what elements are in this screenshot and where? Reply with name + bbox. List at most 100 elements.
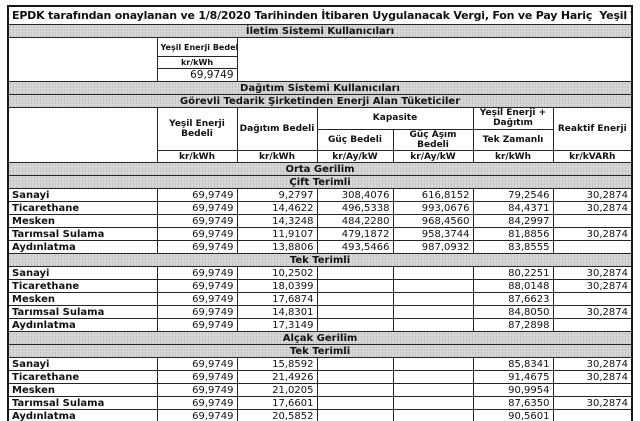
consumer-label: Tarımsal Sulama: [7, 305, 158, 320]
power-excess-value: 616,8152: [392, 188, 474, 203]
power-excess-value: 958,3744: [392, 227, 474, 242]
green-energy-value: 69,9749: [156, 201, 238, 216]
distribution-fee-value: 17,3149: [236, 318, 318, 333]
consumer-label: Sanayi: [7, 188, 158, 203]
reactive-value: 30,2874: [552, 227, 633, 242]
single-time-value: 84,4371: [472, 201, 554, 216]
distribution-fee-value: 14,8301: [236, 305, 318, 320]
reactive-value: [552, 214, 633, 229]
power-fee-value: [316, 409, 394, 421]
transmission-right-spacer: [236, 37, 633, 82]
band-tek-terimli-og-label: Tek Terimli: [7, 253, 633, 268]
power-excess-value: [392, 279, 474, 294]
reactive-value: 30,2874: [552, 201, 633, 216]
table-row: Aydınlatma 69,9749 17,3149 87,2898: [7, 318, 633, 333]
reactive-value: 30,2874: [552, 357, 633, 372]
distribution-fee-value: 14,4622: [236, 201, 318, 216]
band-cift-terimli-label: Çift Terimli: [7, 175, 633, 190]
table-row: Sanayi 69,9749 15,8592 85,8341 30,2874: [7, 357, 633, 372]
reactive-value: [552, 409, 633, 421]
single-time-value: 87,6623: [472, 292, 554, 307]
power-excess-value: [392, 383, 474, 398]
unit-power-fee: kr/Ay/kW: [316, 150, 394, 164]
band-iletim-label: İletim Sistemi Kullanıcıları: [7, 24, 633, 38]
distribution-fee-value: 11,9107: [236, 227, 318, 242]
single-time-value: 90,5601: [472, 409, 554, 421]
table-row: Aydınlatma 69,9749 13,8806 493,5466 987,…: [7, 240, 633, 255]
power-fee-value: [316, 279, 394, 294]
green-energy-value: 69,9749: [156, 305, 238, 320]
single-time-value: 83,8555: [472, 240, 554, 255]
consumer-label: Tarımsal Sulama: [7, 227, 158, 242]
band-tek-terimli-ag: Tek Terimli: [7, 344, 633, 359]
power-excess-value: [392, 370, 474, 385]
reactive-value: [552, 318, 633, 333]
table-row: Ticarethane 69,9749 21,4926 91,4675 30,2…: [7, 370, 633, 385]
power-fee-value: [316, 318, 394, 333]
green-energy-value: 69,9749: [156, 266, 238, 281]
single-time-value: 87,6350: [472, 396, 554, 411]
distribution-fee-value: 17,6874: [236, 292, 318, 307]
reactive-value: 30,2874: [552, 188, 633, 203]
distribution-fee-value: 21,0205: [236, 383, 318, 398]
transmission-unit: kr/kWh: [156, 56, 238, 69]
band-gorevli-label: Görevli Tedarik Şirketinden Enerji Alan …: [7, 94, 633, 108]
table-row: Mesken 69,9749 21,0205 90,9954: [7, 383, 633, 398]
power-fee-value: [316, 357, 394, 372]
power-excess-value: [392, 266, 474, 281]
reactive-value: 30,2874: [552, 305, 633, 320]
distribution-fee-value: 14,3248: [236, 214, 318, 229]
power-excess-value: [392, 318, 474, 333]
single-time-value: 91,4675: [472, 370, 554, 385]
transmission-left-spacer: [7, 37, 158, 82]
reactive-value: 30,2874: [552, 266, 633, 281]
band-dagitim-label: Dağıtım Sistemi Kullanıcıları: [7, 81, 633, 95]
power-fee-value: [316, 305, 394, 320]
power-fee-value: 479,1872: [316, 227, 394, 242]
green-energy-value: 69,9749: [156, 383, 238, 398]
header-distribution-fee: Dağıtım Bedeli: [236, 106, 318, 152]
reactive-value: 30,2874: [552, 396, 633, 411]
table-row: Tarımsal Sulama 69,9749 11,9107 479,1872…: [7, 227, 633, 242]
table-row: Mesken 69,9749 17,6874 87,6623: [7, 292, 633, 307]
consumer-label: Sanayi: [7, 266, 158, 281]
single-time-value: 80,2251: [472, 266, 554, 281]
power-excess-value: 987,0932: [392, 240, 474, 255]
consumer-label: Sanayi: [7, 357, 158, 372]
header-green-energy: Yeşil Enerji Bedeli: [156, 106, 238, 152]
consumer-label: Ticarethane: [7, 201, 158, 216]
consumer-label: Ticarethane: [7, 279, 158, 294]
transmission-row-1: Yeşil Enerji Bedeli: [7, 37, 633, 82]
table-row: Tarımsal Sulama 69,9749 14,8301 84,8050 …: [7, 305, 633, 320]
distribution-fee-value: 15,8592: [236, 357, 318, 372]
power-fee-value: 496,5338: [316, 201, 394, 216]
reactive-value: [552, 292, 633, 307]
green-energy-value: 69,9749: [156, 227, 238, 242]
band-orta-gerilim-label: Orta Gerilim: [7, 162, 633, 177]
distribution-fee-value: 18,0399: [236, 279, 318, 294]
band-tek-terimli-ag-label: Tek Terimli: [7, 344, 633, 359]
header-row-1: Yeşil Enerji Bedeli Dağıtım Bedeli Kapas…: [7, 106, 633, 164]
consumer-label: Tarımsal Sulama: [7, 396, 158, 411]
power-excess-value: 968,4560: [392, 214, 474, 229]
green-energy-value: 69,9749: [156, 370, 238, 385]
unit-reactive: kr/kVARh: [552, 150, 633, 164]
power-fee-value: [316, 292, 394, 307]
consumer-label: Aydınlatma: [7, 409, 158, 421]
band-cift-terimli: Çift Terimli: [7, 175, 633, 190]
page-title: EPDK tarafından onaylanan ve 1/8/2020 Ta…: [7, 5, 633, 25]
distribution-fee-value: 17,6601: [236, 396, 318, 411]
single-time-value: 87,2898: [472, 318, 554, 333]
unit-distribution-fee: kr/kWh: [236, 150, 318, 164]
power-excess-value: [392, 305, 474, 320]
single-time-value: 79,2546: [472, 188, 554, 203]
distribution-fee-value: 13,8806: [236, 240, 318, 255]
power-fee-value: [316, 370, 394, 385]
reactive-value: 30,2874: [552, 370, 633, 385]
header-power-fee: Güç Bedeli: [316, 128, 394, 152]
band-iletim: İletim Sistemi Kullanıcıları: [7, 24, 633, 38]
power-excess-value: [392, 357, 474, 372]
table-row: Tarımsal Sulama 69,9749 17,6601 87,6350 …: [7, 396, 633, 411]
green-energy-value: 69,9749: [156, 214, 238, 229]
